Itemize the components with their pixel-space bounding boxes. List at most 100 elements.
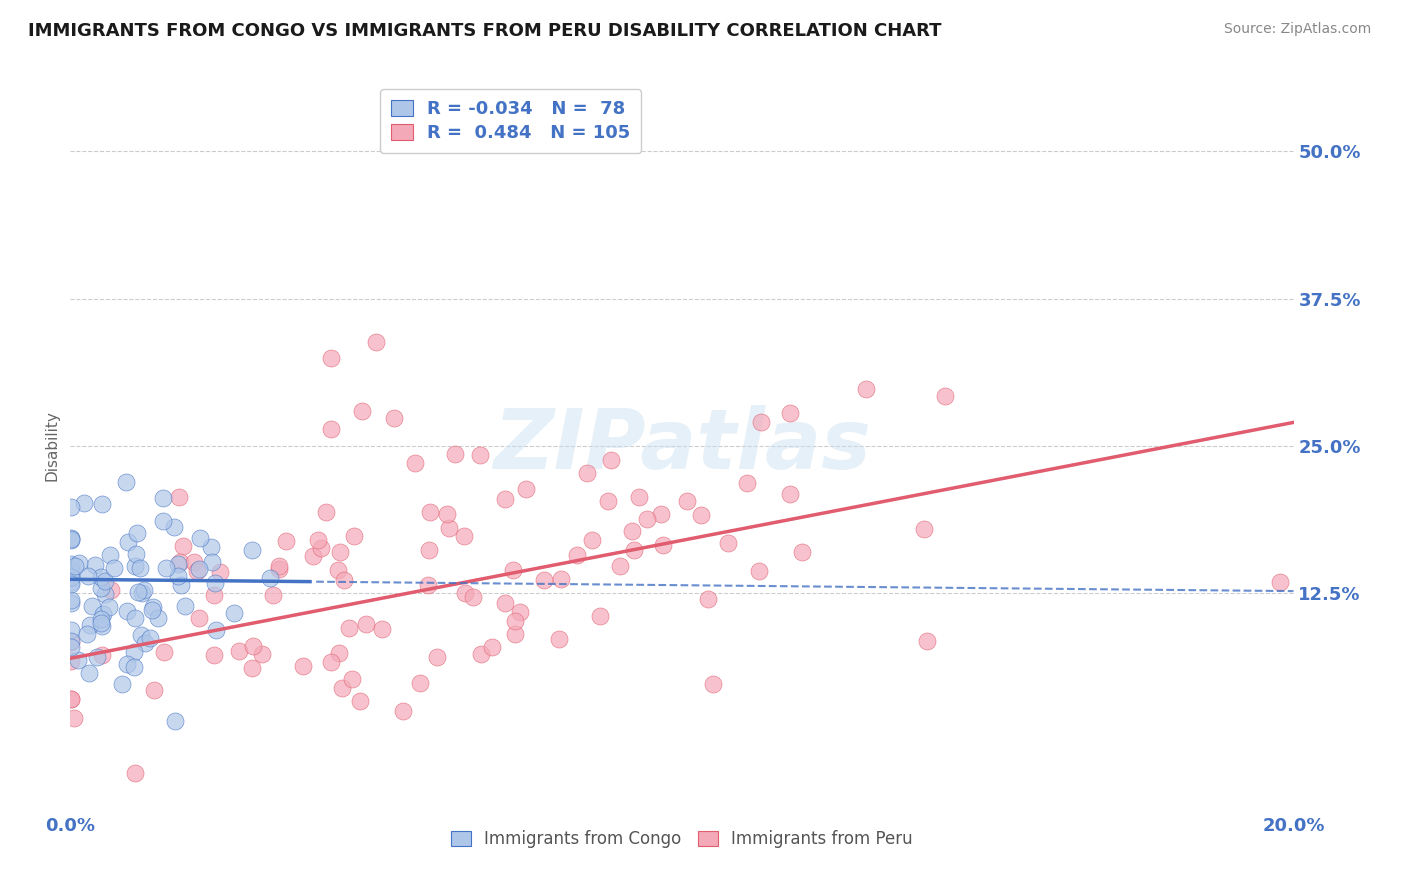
Point: [319, 351, 342, 365]
Point: [748, 564, 770, 578]
Point: [111, 676, 134, 690]
Point: [392, 704, 415, 718]
Point: [202, 648, 225, 662]
Point: [697, 591, 720, 606]
Point: [59, 635, 82, 649]
Point: [59, 570, 82, 584]
Point: [343, 529, 366, 543]
Point: [59, 533, 82, 547]
Point: [167, 490, 190, 504]
Point: [98, 549, 121, 563]
Point: [94, 587, 117, 601]
Point: [67, 653, 90, 667]
Point: [228, 644, 250, 658]
Point: [128, 561, 150, 575]
Point: [494, 492, 516, 507]
Point: [59, 571, 82, 585]
Point: [165, 714, 187, 728]
Point: [650, 507, 672, 521]
Point: [443, 447, 465, 461]
Point: [122, 645, 145, 659]
Point: [59, 691, 82, 706]
Point: [589, 608, 612, 623]
Point: [205, 624, 228, 638]
Point: [330, 681, 353, 695]
Point: [67, 556, 90, 570]
Point: [565, 548, 588, 562]
Point: [749, 415, 772, 429]
Point: [855, 382, 877, 396]
Point: [548, 632, 571, 647]
Point: [222, 607, 245, 621]
Point: [153, 645, 176, 659]
Point: [354, 617, 377, 632]
Point: [91, 648, 114, 662]
Point: [186, 564, 208, 578]
Point: [382, 410, 405, 425]
Point: [620, 524, 643, 538]
Point: [269, 562, 291, 576]
Point: [470, 448, 492, 462]
Point: [349, 694, 371, 708]
Point: [59, 576, 82, 591]
Point: [59, 640, 82, 655]
Point: [242, 639, 264, 653]
Point: [59, 562, 82, 576]
Point: [100, 582, 122, 597]
Point: [103, 561, 125, 575]
Point: [779, 486, 801, 500]
Point: [77, 569, 100, 583]
Point: [59, 653, 82, 667]
Point: [302, 549, 325, 563]
Point: [636, 512, 658, 526]
Point: [134, 636, 156, 650]
Point: [76, 627, 98, 641]
Y-axis label: Disability: Disability: [44, 410, 59, 482]
Point: [494, 596, 516, 610]
Point: [187, 562, 209, 576]
Point: [702, 677, 724, 691]
Point: [321, 422, 343, 436]
Point: [146, 610, 169, 624]
Point: [167, 569, 190, 583]
Point: [689, 508, 711, 522]
Point: [600, 452, 623, 467]
Point: [59, 532, 82, 546]
Point: [326, 563, 349, 577]
Point: [204, 576, 226, 591]
Point: [124, 766, 146, 780]
Point: [436, 507, 458, 521]
Text: ZIPatlas: ZIPatlas: [494, 406, 870, 486]
Point: [250, 648, 273, 662]
Point: [333, 573, 356, 587]
Point: [350, 404, 373, 418]
Point: [418, 542, 440, 557]
Point: [170, 578, 193, 592]
Point: [242, 660, 264, 674]
Point: [340, 673, 363, 687]
Point: [1268, 574, 1291, 589]
Point: [311, 541, 333, 555]
Point: [267, 559, 290, 574]
Point: [163, 520, 186, 534]
Point: [59, 596, 82, 610]
Point: [125, 547, 148, 561]
Point: [115, 603, 138, 617]
Point: [59, 623, 82, 637]
Point: [173, 599, 195, 613]
Point: [779, 406, 801, 420]
Point: [114, 475, 136, 489]
Point: [141, 603, 163, 617]
Point: [502, 563, 524, 577]
Point: [59, 865, 82, 880]
Point: [651, 538, 673, 552]
Point: [292, 659, 315, 673]
Point: [122, 660, 145, 674]
Point: [73, 496, 96, 510]
Point: [533, 573, 555, 587]
Point: [59, 593, 82, 607]
Point: [515, 482, 537, 496]
Point: [329, 545, 352, 559]
Point: [404, 456, 426, 470]
Point: [77, 666, 100, 681]
